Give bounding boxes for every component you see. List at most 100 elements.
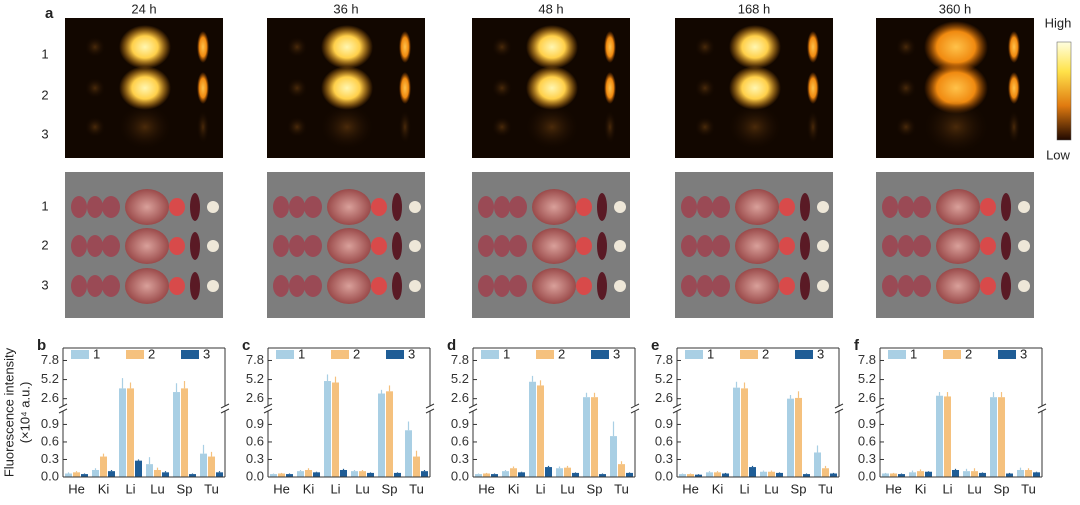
legend-label: 1 bbox=[910, 346, 917, 361]
bar bbox=[814, 452, 821, 477]
y-tick-label: 0.3 bbox=[41, 451, 59, 466]
bar bbox=[890, 473, 897, 477]
legend-swatch bbox=[386, 350, 404, 359]
y-tick-label: 0.0 bbox=[858, 468, 876, 483]
organ bbox=[478, 196, 494, 218]
liver bbox=[936, 268, 980, 304]
y-tick-label: 0.0 bbox=[41, 468, 59, 483]
y-tick-label: 7.8 bbox=[655, 352, 673, 367]
bar bbox=[990, 397, 997, 477]
lung bbox=[779, 198, 795, 216]
y-tick-label: 0.9 bbox=[246, 416, 264, 431]
legend-label: 2 bbox=[965, 346, 972, 361]
spleen bbox=[1001, 193, 1011, 221]
liver-glow bbox=[924, 62, 988, 114]
liver-glow bbox=[526, 25, 578, 69]
y-tick-label: 0.6 bbox=[451, 433, 469, 448]
bar bbox=[108, 471, 115, 477]
organ bbox=[913, 275, 931, 297]
y-axis-label: (×10⁴ a.u.) bbox=[17, 382, 32, 444]
bar bbox=[65, 473, 72, 477]
x-tick-label: Tu bbox=[409, 481, 424, 496]
bar bbox=[529, 381, 536, 477]
bar bbox=[340, 469, 347, 477]
y-tick-label: 5.2 bbox=[451, 371, 469, 386]
organ-dim bbox=[85, 117, 105, 137]
legend-swatch bbox=[481, 350, 499, 359]
row-label: 3 bbox=[41, 277, 48, 292]
organ-dim bbox=[896, 117, 916, 137]
spleen-glow bbox=[197, 31, 209, 63]
bar bbox=[394, 472, 401, 477]
y-tick-label: 0.6 bbox=[41, 433, 59, 448]
colorbar-low: Low bbox=[1046, 147, 1070, 162]
bar bbox=[909, 472, 916, 477]
axis-break bbox=[630, 403, 640, 409]
spleen-glow bbox=[399, 111, 411, 143]
x-tick-label: Li bbox=[330, 481, 340, 496]
spleen bbox=[597, 232, 607, 260]
liver bbox=[327, 268, 371, 304]
panel-letter: a bbox=[45, 5, 54, 22]
y-tick-label: 0.3 bbox=[246, 451, 264, 466]
organ-dim bbox=[287, 37, 307, 57]
organ-dim bbox=[695, 37, 715, 57]
x-tick-label: Lu bbox=[560, 481, 574, 496]
bar bbox=[830, 473, 837, 477]
bar bbox=[679, 474, 686, 477]
lung bbox=[169, 277, 185, 295]
bar bbox=[583, 397, 590, 477]
liver bbox=[532, 268, 576, 304]
lung bbox=[576, 237, 592, 255]
spleen-glow bbox=[604, 31, 616, 63]
organ bbox=[681, 275, 697, 297]
bar bbox=[944, 396, 951, 477]
organ bbox=[494, 196, 510, 218]
bar bbox=[599, 474, 606, 477]
bar bbox=[173, 392, 180, 477]
spleen bbox=[597, 272, 607, 300]
liver bbox=[125, 189, 169, 225]
organ bbox=[304, 275, 322, 297]
bar bbox=[925, 471, 932, 477]
legend-swatch bbox=[71, 350, 89, 359]
row-label: 2 bbox=[41, 237, 48, 252]
y-axis-label: Fluorescence intensity bbox=[1, 347, 16, 477]
bar bbox=[146, 464, 153, 477]
bar bbox=[1017, 469, 1024, 477]
x-tick-label: Ki bbox=[915, 481, 927, 496]
organ bbox=[494, 235, 510, 257]
y-tick-label: 0.6 bbox=[655, 433, 673, 448]
tumor bbox=[614, 201, 626, 213]
y-tick-label: 0.9 bbox=[858, 416, 876, 431]
spleen-glow bbox=[1008, 111, 1020, 143]
axis-break bbox=[672, 408, 682, 414]
spleen bbox=[392, 272, 402, 300]
y-tick-label: 0.9 bbox=[41, 416, 59, 431]
bar bbox=[741, 388, 748, 477]
x-tick-label: He bbox=[478, 481, 495, 496]
organ bbox=[882, 196, 898, 218]
bar bbox=[998, 397, 1005, 477]
bar bbox=[776, 472, 783, 477]
lung bbox=[371, 237, 387, 255]
bar bbox=[135, 460, 142, 477]
bar bbox=[81, 474, 88, 477]
bar bbox=[714, 472, 721, 477]
organ-dim bbox=[896, 37, 916, 57]
organ-dim bbox=[492, 117, 512, 137]
x-tick-label: Tu bbox=[204, 481, 219, 496]
spleen-glow bbox=[604, 111, 616, 143]
organ bbox=[509, 275, 527, 297]
y-tick-label: 0.3 bbox=[451, 451, 469, 466]
y-tick-label: 0.6 bbox=[246, 433, 264, 448]
organ-dim bbox=[896, 78, 916, 98]
organ-dim bbox=[492, 37, 512, 57]
x-tick-label: Sp bbox=[177, 481, 193, 496]
row-label: 1 bbox=[41, 198, 48, 213]
legend-swatch bbox=[591, 350, 609, 359]
panel-letter: d bbox=[447, 337, 456, 354]
tumor bbox=[614, 280, 626, 292]
bar bbox=[518, 472, 525, 477]
lung bbox=[169, 198, 185, 216]
